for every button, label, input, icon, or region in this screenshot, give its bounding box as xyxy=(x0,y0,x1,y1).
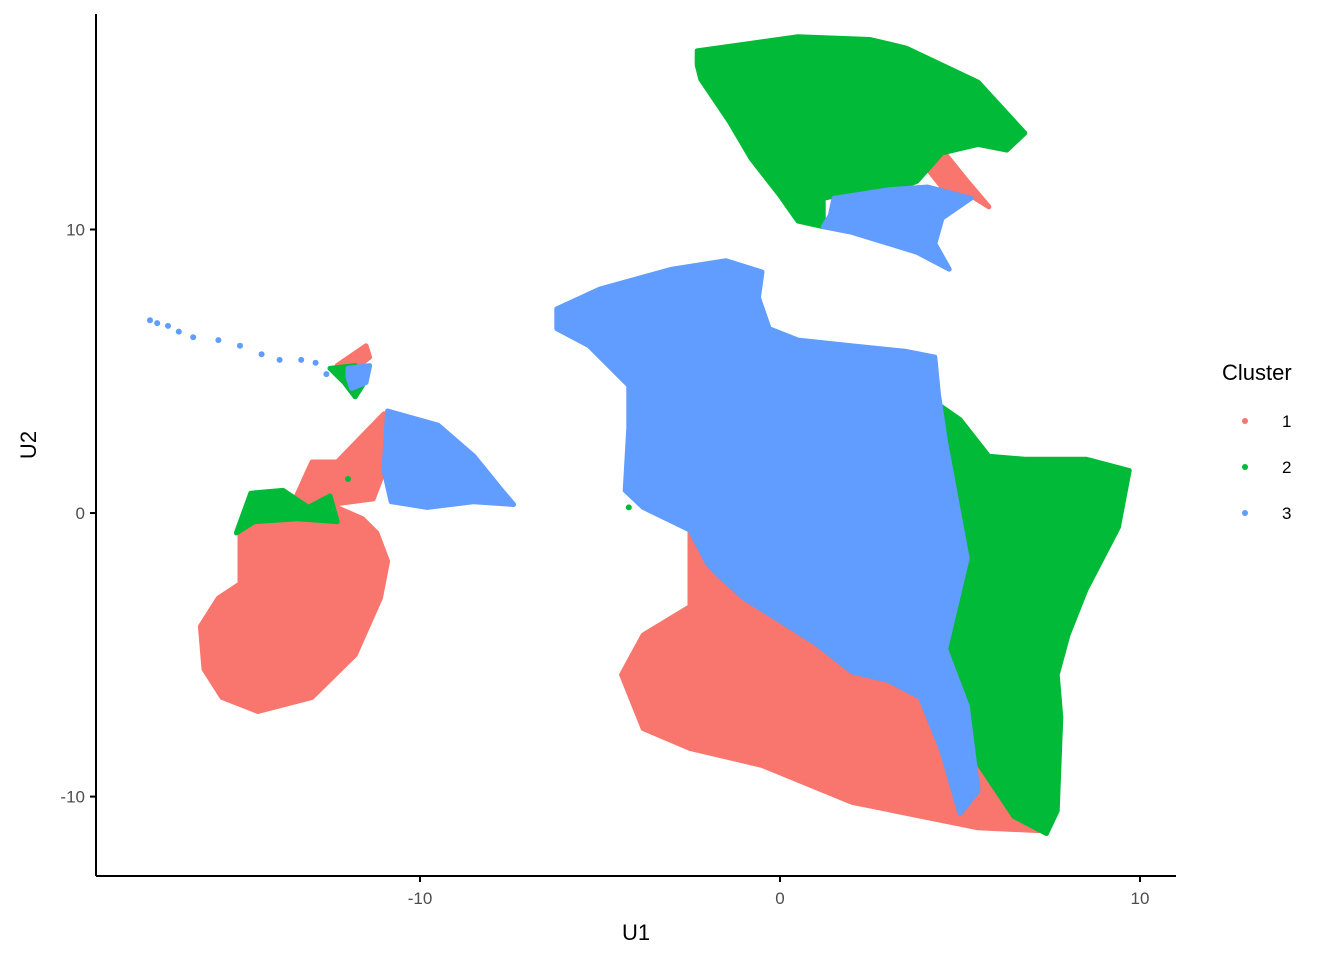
y-tick-label: 10 xyxy=(66,221,85,240)
legend-key-3 xyxy=(1242,510,1248,516)
cluster-1-point xyxy=(723,646,729,653)
cluster-3-point xyxy=(190,334,197,341)
cluster-3-point xyxy=(147,317,153,324)
cluster-1-point xyxy=(795,688,801,695)
x-axis-ticks: -10 0 10 xyxy=(408,876,1150,908)
cluster-points-layer xyxy=(147,34,1132,836)
legend: Cluster 1 2 3 xyxy=(1222,360,1292,523)
cluster-3-point xyxy=(276,356,283,363)
legend-key-2 xyxy=(1242,464,1248,470)
legend-key-1 xyxy=(1242,418,1248,424)
cluster-2-point xyxy=(345,476,351,482)
cluster-3-point xyxy=(237,342,243,349)
cluster-3-point xyxy=(323,371,330,378)
x-axis-title: U1 xyxy=(622,920,650,945)
x-tick-label: 0 xyxy=(775,889,784,908)
y-axis-ticks: -10 0 10 xyxy=(60,221,96,807)
cluster-3-point xyxy=(298,356,305,363)
cluster-2-region xyxy=(233,487,340,536)
cluster-2-point xyxy=(625,504,632,511)
legend-label-3: 3 xyxy=(1282,504,1291,523)
y-axis-title: U2 xyxy=(16,431,41,459)
legend-title: Cluster xyxy=(1222,360,1292,385)
cluster-3-region xyxy=(820,184,974,272)
cluster-3-region xyxy=(381,408,517,510)
cluster-3-point xyxy=(312,359,319,366)
cluster-3-point xyxy=(175,328,182,335)
cluster-3-region xyxy=(554,258,981,817)
cluster-1-region xyxy=(197,411,401,714)
cluster-3-point xyxy=(258,351,265,358)
legend-label-1: 1 xyxy=(1282,412,1291,431)
cluster-3-region xyxy=(345,363,373,391)
cluster-3-point xyxy=(165,322,171,329)
y-tick-label: -10 xyxy=(60,788,85,807)
y-tick-label: 0 xyxy=(76,504,85,523)
cluster-3-point xyxy=(154,320,161,327)
cluster-3-point xyxy=(215,337,222,344)
legend-label-2: 2 xyxy=(1282,458,1291,477)
x-tick-label: -10 xyxy=(408,889,433,908)
x-tick-label: 10 xyxy=(1131,889,1150,908)
